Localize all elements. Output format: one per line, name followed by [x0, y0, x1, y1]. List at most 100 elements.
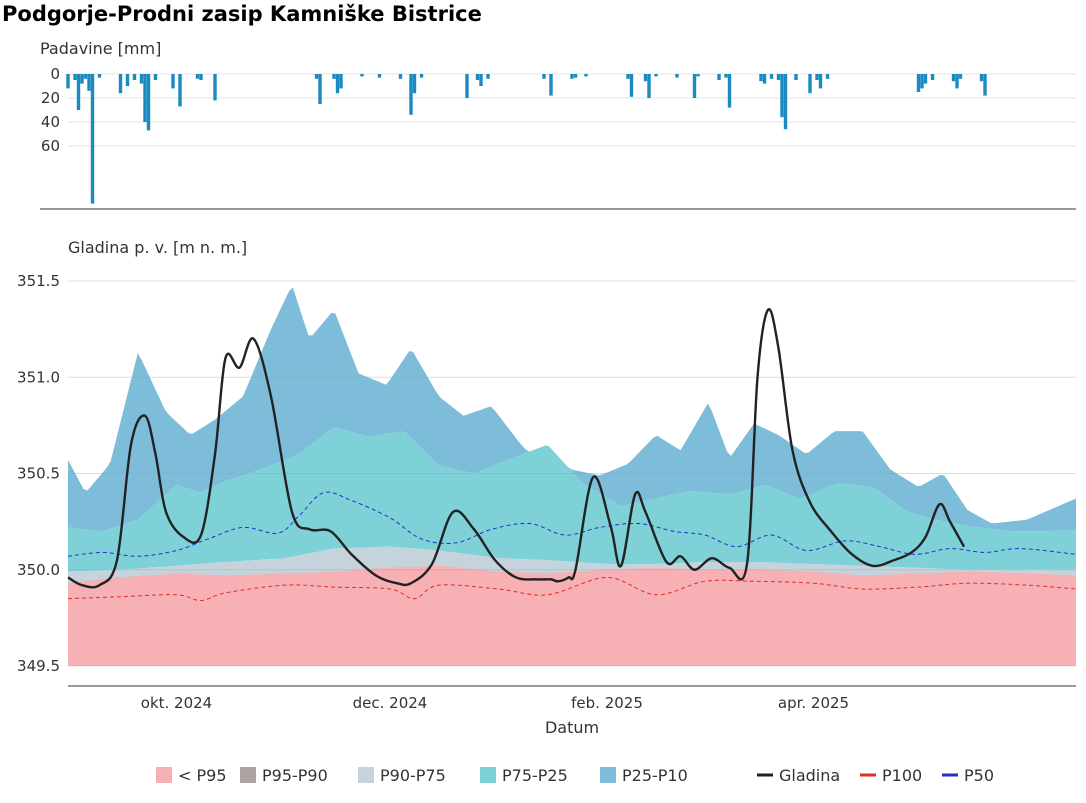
precip-bar	[199, 74, 203, 80]
precip-bar	[465, 74, 469, 98]
precip-bar	[542, 74, 546, 79]
band-p90-p75	[68, 546, 1076, 584]
precip-yticks: 0 20 40 60	[41, 65, 60, 155]
precip-bar	[647, 74, 651, 98]
precip-bar	[419, 74, 424, 78]
precip-bar	[584, 74, 588, 77]
precip-bar	[195, 74, 200, 79]
precip-bar	[486, 74, 490, 79]
precip-bar	[794, 74, 798, 80]
precip-bar	[727, 74, 732, 108]
precip-bar	[626, 74, 630, 79]
precip-bar	[332, 74, 336, 79]
legend-swatch	[480, 767, 496, 783]
precip-bar	[955, 74, 959, 89]
precip-bar	[692, 74, 697, 98]
level-ytick-label: 350.5	[17, 465, 60, 483]
precip-bar	[97, 74, 102, 78]
precip-bar	[87, 74, 91, 91]
precip-bar	[335, 74, 340, 94]
legend-label: Gladina	[779, 766, 840, 785]
legend-label: P90-P75	[380, 766, 446, 785]
level-series	[67, 307, 1077, 602]
precip-bar	[920, 74, 924, 89]
precipitation-panel: Padavine [mm] 0 20 40 60	[40, 39, 1076, 210]
precip-bar	[573, 74, 578, 78]
precip-bar	[983, 74, 987, 96]
precip-bar	[83, 74, 88, 79]
series-line-p50	[67, 491, 1077, 557]
precip-bar	[178, 74, 182, 107]
precip-bar	[412, 74, 417, 94]
precip-bar	[808, 74, 812, 94]
precip-bar	[146, 74, 151, 131]
level-xlabel: Datum	[545, 718, 599, 737]
legend-label: < P95	[178, 766, 227, 785]
legend-label: P50	[964, 766, 994, 785]
precip-ytick-label: 40	[41, 113, 60, 131]
level-gridlines	[68, 280, 1076, 667]
precip-bar	[815, 74, 819, 80]
water-level-panel: Gladina p. v. [m n. m.] 349.5350.0350.53…	[17, 238, 1077, 737]
precip-bar	[143, 74, 147, 122]
precip-gridlines	[68, 73, 1076, 147]
precip-bar	[930, 74, 935, 80]
legend-label: P100	[882, 766, 922, 785]
percentile-bands	[68, 287, 1076, 666]
precip-bar	[90, 74, 95, 204]
level-yticks: 349.5 350.0 350.5 351.0 351.5	[17, 272, 60, 675]
precip-bars	[66, 74, 987, 204]
precip-bar	[979, 74, 984, 82]
precip-bar	[339, 74, 343, 89]
precip-bar	[132, 74, 137, 80]
band-p95	[68, 566, 1076, 666]
precip-bar	[783, 74, 788, 130]
precip-bar	[654, 74, 658, 77]
precip-bar	[776, 74, 781, 80]
chart-title: Podgorje-Prodni zasip Kamniške Bistrice	[2, 2, 482, 26]
level-xtick-label: apr. 2025	[778, 694, 849, 712]
legend-label: P75-P25	[502, 766, 568, 785]
legend-label: P95-P90	[262, 766, 328, 785]
precip-bar	[318, 74, 322, 104]
legend-label: P25-P10	[622, 766, 688, 785]
precip-bar	[769, 74, 774, 79]
precip-bar	[139, 74, 144, 84]
precip-bar	[675, 74, 679, 78]
precip-bar	[549, 74, 553, 96]
precip-ylabel: Padavine [mm]	[40, 39, 161, 58]
precip-bar	[66, 74, 70, 89]
precip-bar	[475, 74, 480, 80]
precip-ytick-label: 0	[50, 65, 60, 83]
level-ylabel: Gladina p. v. [m n. m.]	[68, 238, 247, 257]
precip-bar	[780, 74, 784, 118]
precip-bar	[171, 74, 175, 89]
precip-bar	[213, 74, 217, 101]
precip-bar	[958, 74, 963, 79]
precip-bar	[409, 74, 413, 115]
precip-bar	[762, 74, 767, 84]
precip-bar	[951, 74, 956, 82]
level-xtick-label: feb. 2025	[571, 694, 643, 712]
precip-bar	[696, 74, 700, 77]
precip-ytick-label: 60	[41, 137, 60, 155]
precip-bar	[118, 74, 123, 94]
band-p25-p10	[68, 287, 1076, 532]
precip-bar	[80, 74, 84, 84]
level-xtick-label: dec. 2024	[353, 694, 428, 712]
precip-bar	[314, 74, 319, 79]
level-ytick-label: 351.0	[17, 368, 60, 386]
band-p75-p25	[68, 427, 1076, 572]
legend: < P95 P95-P90 P90-P75 P75-P25 P25-P10 Gladina…	[156, 766, 994, 785]
precip-bar	[825, 74, 830, 79]
level-xtick-label: okt. 2024	[141, 694, 212, 712]
precip-bar	[629, 74, 634, 97]
level-ytick-label: 349.5	[17, 657, 60, 675]
legend-swatch	[600, 767, 616, 783]
precip-bar	[153, 74, 158, 80]
precip-bar	[398, 74, 403, 79]
precip-bar	[125, 74, 130, 86]
precip-bar	[759, 74, 763, 82]
precip-bar	[923, 74, 928, 84]
